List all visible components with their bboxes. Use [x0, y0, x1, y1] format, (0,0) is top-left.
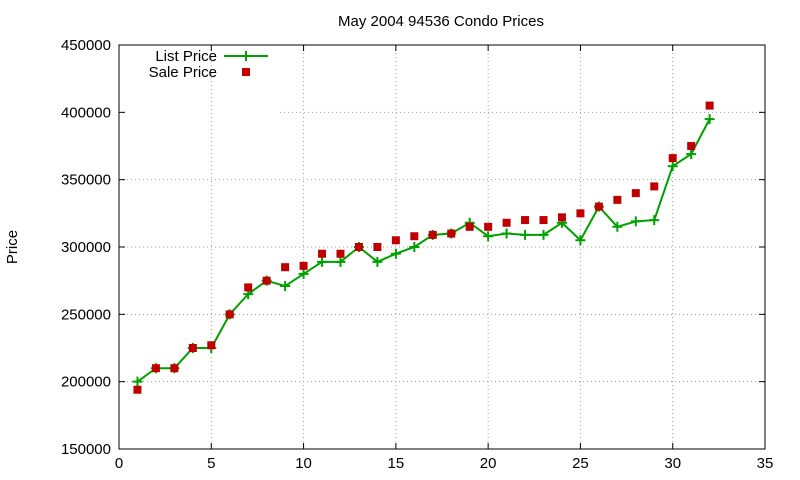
x-tick-label: 0: [115, 455, 123, 472]
legend: List Price Sale Price: [149, 48, 268, 81]
sale-price-point: [318, 249, 327, 258]
axes: 0 5 10 15 20 25 30 35 150000 200000 250000 300000 35…: [61, 37, 773, 472]
sale-price-point: [188, 344, 197, 352]
sale-price-point: [594, 202, 603, 211]
x-tick-label: 15: [388, 455, 405, 472]
sale-price-point: [373, 243, 382, 251]
sale-price-point: [391, 236, 400, 245]
x-tick-label: 25: [572, 455, 589, 472]
sale-price-point: [521, 216, 530, 225]
sale-price-point: [502, 218, 511, 227]
sale-price-point: [557, 213, 566, 222]
x-tick-label: 10: [295, 455, 312, 472]
sale-price-point: [447, 229, 456, 238]
chart-title: May 2004 94536 Condo Prices: [338, 13, 544, 30]
sale-price-point: [539, 216, 548, 225]
list-price-point: [686, 149, 697, 160]
y-tick-label: 350000: [61, 172, 111, 189]
sale-price-point: [650, 182, 659, 191]
sale-price-point: [428, 230, 437, 239]
list-price-point: [280, 281, 291, 292]
sale-price-point: [410, 232, 419, 241]
x-tick-label: 5: [207, 455, 215, 472]
list-price-point: [372, 256, 383, 267]
list-price-point: [335, 256, 346, 267]
sale-price-point: [576, 209, 585, 218]
sale-price-point: [613, 195, 622, 204]
list-price-point: [575, 235, 586, 246]
list-price-point: [501, 228, 512, 239]
sale-price-point: [668, 154, 677, 163]
list-price-point: [298, 268, 309, 279]
y-axis-label: Price: [4, 230, 21, 264]
sale-price-point: [225, 310, 234, 319]
sale-price-point: [133, 385, 142, 394]
grid: [119, 45, 765, 449]
sale-price-point: [354, 243, 363, 251]
list-price-point: [132, 376, 143, 387]
sale-price-point: [336, 249, 345, 258]
y-tick-label: 450000: [61, 37, 111, 54]
list-price-point: [630, 216, 641, 227]
x-tick-label: 30: [664, 455, 681, 472]
plot-series: [132, 101, 715, 394]
sale-price-point: [262, 276, 271, 285]
list-price-point: [612, 221, 623, 232]
sale-price-point: [465, 222, 474, 231]
sale-price-point: [244, 283, 253, 292]
legend-marker-list-price: [241, 51, 251, 61]
x-tick-label: 20: [480, 455, 497, 472]
list-price-line: [136, 118, 711, 383]
list-price-point: [483, 231, 494, 242]
plot-frame: [118, 44, 766, 450]
y-tick-label: 200000: [61, 374, 111, 391]
list-price-point: [317, 256, 328, 267]
sale-price-point: [151, 364, 160, 373]
sale-price-point: [170, 364, 179, 373]
list-price-point: [704, 114, 715, 125]
list-price-point: [667, 161, 678, 172]
list-price-point: [649, 215, 660, 226]
y-tick-label: 150000: [61, 441, 111, 458]
sale-price-point: [299, 261, 308, 270]
list-price-point: [520, 229, 531, 240]
x-tick-label: 35: [757, 455, 774, 472]
sale-price-point: [207, 341, 216, 350]
legend-label-sale-price: Sale Price: [149, 64, 217, 81]
sale-price-point: [687, 142, 696, 150]
sale-price-point: [484, 222, 493, 231]
sale-price-point: [705, 101, 714, 110]
y-tick-label: 300000: [61, 239, 111, 256]
legend-marker-sale-price: [242, 68, 250, 76]
y-tick-label: 400000: [61, 104, 111, 121]
sale-price-point: [281, 263, 290, 272]
list-price-point: [390, 248, 401, 259]
y-tick-label: 250000: [61, 306, 111, 323]
sale-price-point: [631, 189, 640, 198]
legend-label-list-price: List Price: [155, 48, 217, 65]
list-price-point: [538, 229, 549, 240]
list-price-point: [409, 242, 420, 252]
